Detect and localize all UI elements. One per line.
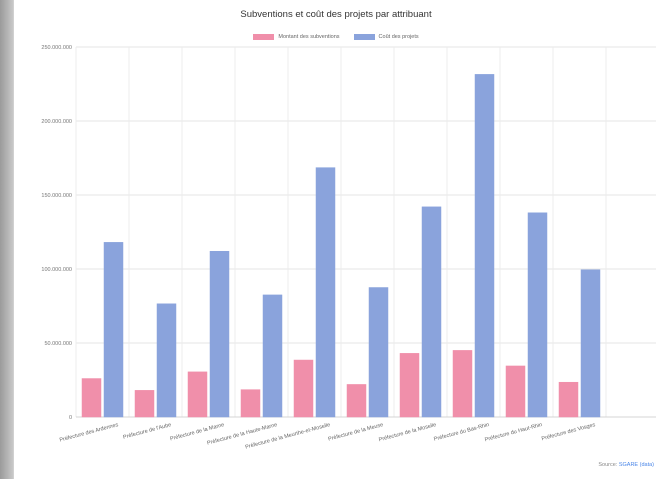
x-tick-label: Préfecture des Ardennes xyxy=(59,422,119,444)
bar-cout xyxy=(315,167,336,418)
bar-cout xyxy=(421,206,442,418)
bar-subventions xyxy=(346,384,367,418)
legend-swatch-cout xyxy=(353,34,375,40)
x-tick-label: Préfecture de la Meuse xyxy=(328,422,384,443)
chart-legend: Montant des subventions Coût des projets xyxy=(14,34,657,40)
legend-label-cout: Coût des projets xyxy=(378,34,419,40)
source-credit: Source: SGARE (data) xyxy=(598,462,654,468)
x-tick-label: Préfecture du Haut-Rhin xyxy=(484,422,543,443)
bar-cout xyxy=(156,303,177,418)
bar-cout xyxy=(209,250,230,418)
bar-cout xyxy=(262,294,283,418)
bar-subventions xyxy=(452,350,473,418)
bar-subventions xyxy=(187,371,208,418)
window-edge xyxy=(0,0,13,479)
x-tick-label: Préfecture de l'Aube xyxy=(122,422,172,441)
source-prefix: Source: xyxy=(598,462,619,468)
bar-subventions xyxy=(240,389,261,418)
chart-title: Subventions et coût des projets par attr… xyxy=(240,9,432,20)
legend-swatch-subventions xyxy=(253,34,275,40)
bar-subventions xyxy=(505,365,526,418)
bar-cout xyxy=(527,212,548,418)
bar-cout xyxy=(580,269,601,418)
legend-label-subventions: Montant des subventions xyxy=(278,34,340,40)
y-tick-label: 100.000.000 xyxy=(41,267,72,273)
y-tick-label: 200.000.000 xyxy=(41,119,72,125)
bar-cout xyxy=(103,242,124,418)
bar-subventions xyxy=(134,390,155,418)
bar-subventions xyxy=(399,353,420,418)
y-tick-label: 250.000.000 xyxy=(41,45,72,51)
x-tick-label: Préfecture des Vosges xyxy=(541,422,596,442)
bar-chart: 250.000.000 200.000.000 150.000.000 100.000… xyxy=(41,45,656,451)
legend-item-subventions[interactable]: Montant des subventions xyxy=(253,34,340,40)
bar-subventions xyxy=(558,381,579,418)
legend-item-cout[interactable]: Coût des projets xyxy=(353,34,419,40)
bar-cout xyxy=(368,287,389,418)
bar-cout xyxy=(474,74,495,418)
y-tick-label: 50.000.000 xyxy=(44,341,72,347)
x-tick-label: Préfecture de la Moselle xyxy=(378,422,437,443)
y-tick-label: 0 xyxy=(69,415,72,421)
y-tick-label: 150.000.000 xyxy=(41,193,72,199)
bar-subventions xyxy=(81,378,102,418)
x-tick-label: Préfecture du Bas-Rhin xyxy=(433,422,490,443)
source-link[interactable]: SGARE (data) xyxy=(618,462,654,468)
bar-subventions xyxy=(293,359,314,418)
chart-panel: 250.000.000 200.000.000 150.000.000 100.000… xyxy=(13,0,657,479)
